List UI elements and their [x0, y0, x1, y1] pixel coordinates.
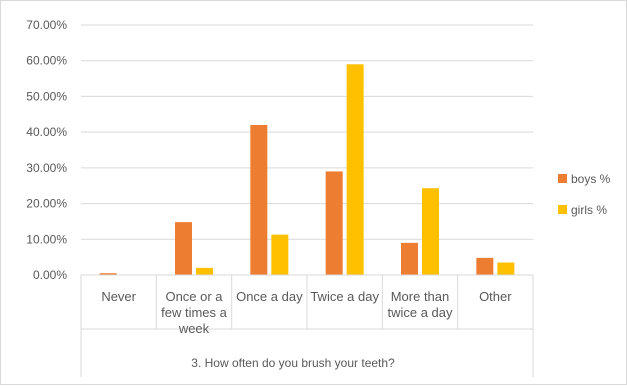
bar: [422, 188, 439, 275]
y-tick-label: 70.00%: [26, 18, 67, 32]
bar: [250, 125, 268, 275]
y-tick-label: 50.00%: [26, 89, 67, 103]
y-tick-labels: 0.00% 10.00% 20.00% 30.00% 40.00% 50.00% 60.00…: [26, 18, 67, 282]
legend-swatch: [558, 205, 567, 214]
gridlines: [81, 24, 533, 240]
category-axis: [80, 274, 534, 377]
y-tick-label: 30.00%: [26, 161, 67, 175]
y-tick-label: 60.00%: [26, 54, 67, 68]
bars: [99, 64, 515, 276]
x-tick-label: Never: [101, 289, 136, 304]
bar: [346, 64, 364, 276]
y-tick-label: 20.00%: [26, 197, 67, 211]
x-tick-label: Other: [479, 289, 512, 304]
bar: [99, 273, 117, 275]
x-tick-label: Once or a few times a week: [161, 289, 228, 336]
legend: boys % girls %: [558, 172, 611, 217]
bar: [476, 257, 494, 275]
bar: [271, 234, 289, 275]
bar: [175, 222, 192, 275]
x-tick-labels: Never Once or a few times a week Once a day T…: [101, 289, 512, 336]
y-tick-label: 10.00%: [26, 232, 67, 246]
x-axis-title: 3. How often do you brush your teeth?: [191, 356, 395, 370]
y-tick-label: 0.00%: [33, 268, 67, 282]
legend-swatch: [558, 174, 567, 183]
bar: [401, 242, 418, 275]
bar: [196, 267, 213, 275]
x-tick-label: More than twice a day: [387, 289, 453, 320]
x-tick-label: Twice a day: [310, 289, 379, 304]
bar: [497, 262, 515, 275]
x-tick-label: Once a day: [236, 289, 303, 304]
legend-label: boys %: [571, 172, 611, 186]
y-tick-label: 40.00%: [26, 125, 67, 139]
legend-label: girls %: [571, 203, 607, 217]
bar: [325, 171, 343, 275]
